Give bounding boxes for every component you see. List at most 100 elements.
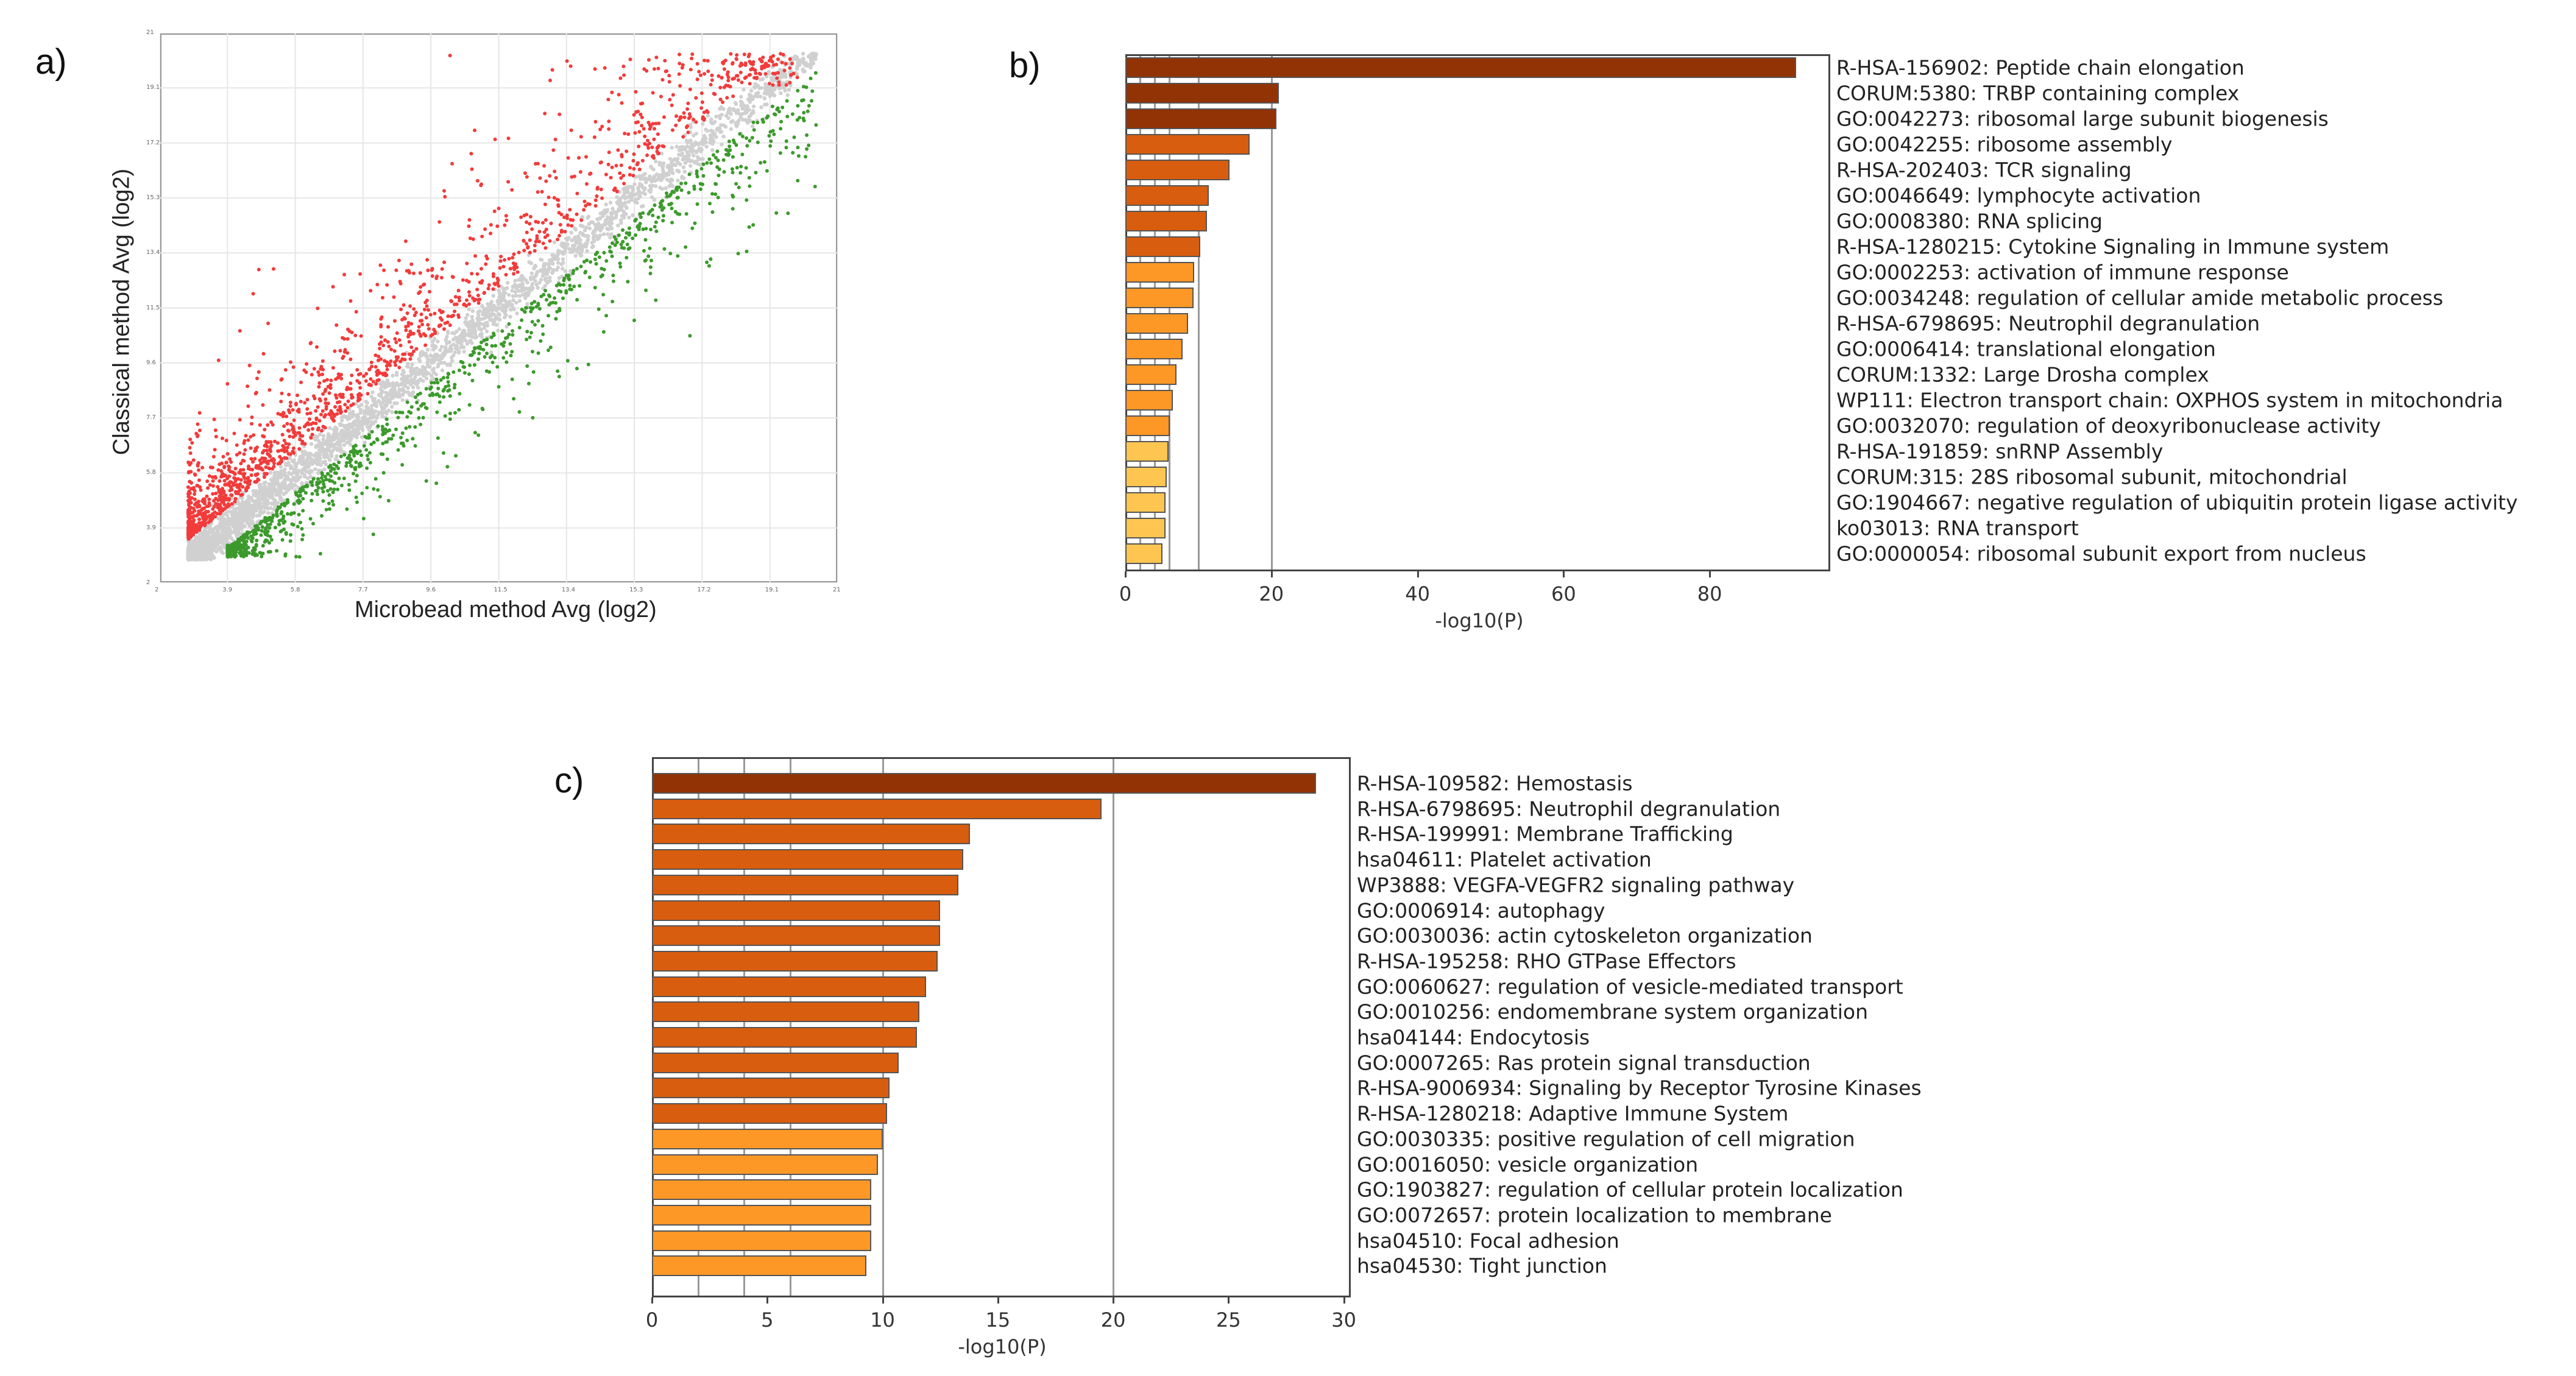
scatter-point-unchanged	[230, 505, 235, 509]
scatter-point-up	[208, 518, 212, 522]
scatter-point-up	[213, 448, 217, 452]
scatter-point-up	[288, 411, 292, 415]
scatter-point-up	[607, 119, 611, 124]
scatter-point-up	[412, 313, 417, 317]
scatter-point-unchanged	[539, 257, 543, 262]
scatter-point-unchanged	[665, 177, 670, 182]
scatter-point-down	[779, 119, 784, 124]
scatter-point-up	[699, 106, 704, 110]
scatter-point-unchanged	[445, 341, 449, 345]
scatter-point-unchanged	[537, 280, 542, 285]
scatter-point-up	[186, 485, 190, 489]
scatter-point-unchanged	[631, 213, 635, 217]
scatter-point-up	[308, 411, 313, 415]
scatter-point-unchanged	[262, 481, 266, 485]
scatter-point-unchanged	[283, 477, 287, 482]
scatter-point-unchanged	[431, 355, 436, 359]
scatter-plot: 2 3.9 5.8 7.7 9.6 11.5 13.4 15.3 17.2 19.1 21 2 3.9 5…	[0, 0, 914, 670]
scatter-point-down	[717, 167, 721, 171]
scatter-point-unchanged	[529, 284, 534, 289]
scatter-point-up	[195, 484, 199, 488]
scatter-point-unchanged	[306, 453, 311, 457]
scatter-point-up	[563, 230, 567, 234]
scatter-point-unchanged	[783, 88, 787, 93]
scatter-point-down	[318, 480, 322, 484]
scatter-point-unchanged	[457, 350, 461, 355]
scatter-point-up	[303, 442, 307, 446]
scatter-point-down	[439, 378, 443, 382]
scatter-point-up	[208, 515, 212, 519]
scatter-point-up	[279, 378, 283, 382]
scatter-point-unchanged	[637, 174, 642, 178]
panel-label-b: b)	[1009, 46, 1041, 85]
scatter-point-unchanged	[400, 398, 405, 402]
scatter-point-unchanged	[189, 550, 194, 554]
scatter-point-up	[262, 448, 266, 453]
scatter-point-up	[542, 230, 547, 234]
scatter-point-unchanged	[681, 157, 685, 161]
scatter-point-unchanged	[473, 336, 478, 340]
scatter-point-up	[570, 175, 574, 179]
scatter-point-up	[227, 468, 231, 472]
scatter-point-unchanged	[355, 417, 359, 422]
scatter-point-up	[404, 325, 408, 329]
scatter-point-unchanged	[438, 348, 442, 352]
scatter-point-up	[609, 175, 613, 180]
scatter-point-unchanged	[688, 164, 693, 168]
scatter-point-unchanged	[521, 287, 526, 292]
scatter-point-down	[342, 476, 346, 481]
scatter-point-up	[388, 363, 392, 367]
scatter-point-unchanged	[451, 342, 456, 347]
scatter-point-unchanged	[314, 443, 319, 448]
scatter-point-down	[408, 425, 412, 429]
scatter-point-unchanged	[530, 281, 535, 286]
scatter-point-up	[492, 209, 497, 213]
scatter-point-up	[441, 309, 445, 314]
scatter-point-up	[261, 351, 266, 356]
scatter-point-unchanged	[402, 383, 406, 387]
scatter-point-up	[394, 355, 398, 359]
scatter-point-down	[477, 351, 481, 356]
scatter-point-down	[321, 479, 325, 483]
scatter-point-unchanged	[689, 141, 693, 146]
scatter-point-up	[504, 214, 508, 218]
scatter-point-up	[508, 267, 512, 271]
scatter-point-up	[283, 450, 287, 454]
scatter-point-unchanged	[638, 182, 642, 186]
scatter-point-up	[409, 262, 414, 266]
scatter-point-unchanged	[290, 465, 294, 470]
scatter-point-unchanged	[720, 143, 724, 147]
scatter-point-up	[285, 414, 289, 418]
scatter-point-up	[450, 300, 454, 303]
scatter-point-unchanged	[582, 228, 587, 233]
scatter-point-up	[305, 362, 309, 366]
scatter-point-unchanged	[374, 404, 379, 409]
scatter-point-up	[279, 400, 283, 404]
scatter-point-up	[186, 508, 190, 512]
scatter-point-up	[222, 489, 226, 493]
scatter-point-unchanged	[428, 358, 432, 362]
scatter-point-up	[295, 393, 299, 397]
scatter-point-down	[510, 377, 514, 381]
scatter-point-up	[450, 161, 455, 166]
scatter-point-unchanged	[341, 423, 346, 428]
scatter-point-up	[320, 359, 325, 363]
scatter-point-unchanged	[561, 266, 565, 271]
scatter-point-up	[280, 432, 285, 437]
scatter-point-unchanged	[406, 386, 410, 390]
scatter-point-unchanged	[431, 359, 436, 364]
scatter-point-up	[515, 270, 520, 274]
scatter-point-unchanged	[590, 241, 594, 245]
scatter-point-unchanged	[517, 298, 522, 303]
scatter-point-up	[606, 163, 610, 166]
scatter-point-unchanged	[247, 523, 252, 527]
scatter-point-unchanged	[306, 465, 310, 470]
scatter-point-up	[377, 355, 381, 359]
scatter-point-down	[763, 160, 766, 164]
scatter-point-unchanged	[370, 390, 375, 395]
scatter-point-down	[755, 140, 760, 144]
scatter-point-up	[192, 514, 196, 518]
scatter-point-up	[266, 321, 271, 325]
scatter-point-unchanged	[494, 314, 498, 319]
scatter-point-down	[300, 527, 304, 531]
